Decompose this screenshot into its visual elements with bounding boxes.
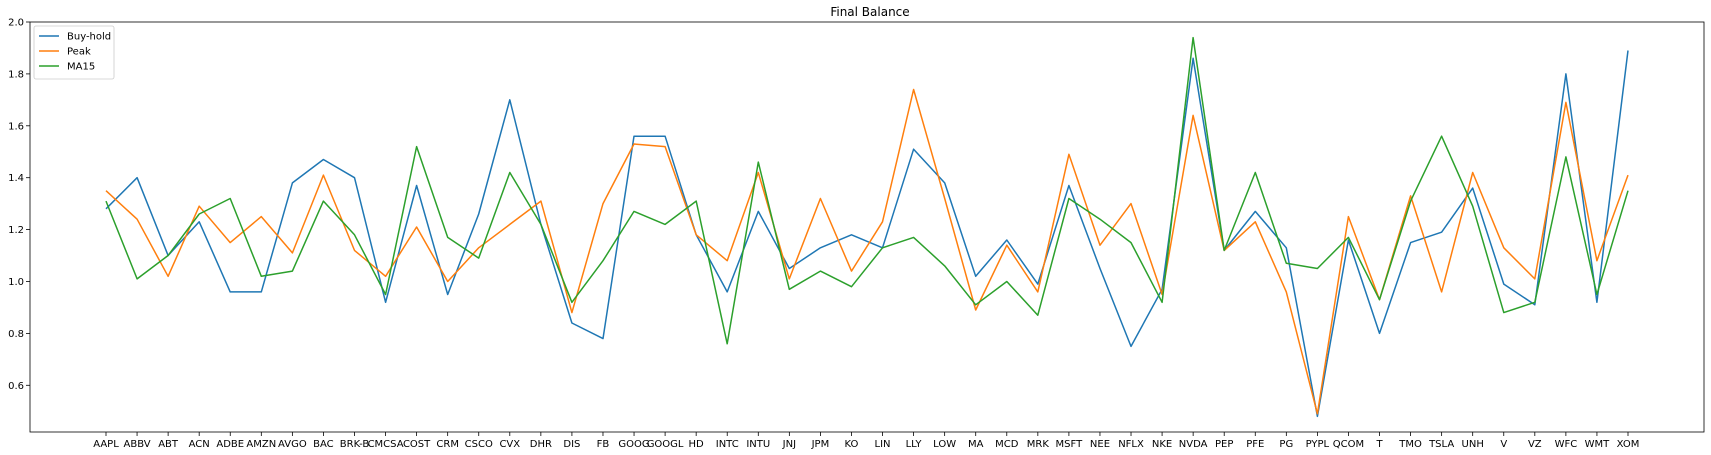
x-tick-label: CVX	[499, 439, 520, 450]
x-tick-label: BRK-B	[340, 439, 370, 450]
x-tick-label: HD	[689, 439, 705, 450]
x-tick-label: JPM	[811, 439, 830, 450]
y-tick-label: 1.6	[8, 121, 24, 132]
x-tick-label: T	[1375, 439, 1383, 450]
x-tick-label: ADBE	[216, 439, 244, 450]
x-tick-label: VZ	[1528, 439, 1542, 450]
legend-label-buy-hold: Buy-hold	[67, 32, 111, 43]
x-tick-label: NEE	[1090, 439, 1110, 450]
x-tick-label: PYPL	[1306, 439, 1330, 450]
x-tick-label: PEP	[1215, 439, 1233, 450]
series-line-ma15	[105, 36, 1629, 345]
x-tick-label: CRM	[436, 439, 459, 450]
x-tick-label: MA	[968, 439, 984, 450]
x-tick-label: JNJ	[782, 439, 796, 450]
x-tick-label: UNH	[1462, 439, 1484, 450]
x-tick-label: V	[1500, 439, 1507, 450]
x-tick-label: WFC	[1555, 439, 1578, 450]
x-tick-label: LOW	[933, 439, 956, 450]
x-tick-label: GOOG	[618, 439, 649, 450]
y-tick-label: 1.2	[8, 225, 24, 236]
x-tick-label: NFLX	[1118, 439, 1144, 450]
y-tick-label: 2.0	[8, 18, 24, 29]
legend: Buy-hold Peak MA15	[33, 25, 115, 80]
legend-label-peak: Peak	[67, 47, 91, 58]
x-tick-label: MSFT	[1056, 439, 1084, 450]
x-tick-label: AVGO	[278, 439, 307, 450]
x-tick-label: DIS	[563, 439, 580, 450]
x-tick-label: AAPL	[93, 439, 119, 450]
x-tick-label: ACN	[189, 439, 210, 450]
x-tick-label: LIN	[875, 439, 891, 450]
y-tick-label: 1.8	[8, 69, 24, 80]
x-tick-label: CSCO	[465, 439, 493, 450]
y-tick-label: 1.0	[8, 277, 24, 288]
y-tick-label: 0.6	[8, 381, 24, 392]
x-tick-label: WMT	[1585, 439, 1611, 450]
x-tick-label: INTC	[716, 439, 739, 450]
x-tick-label: XOM	[1617, 439, 1640, 450]
x-tick-label: NVDA	[1179, 439, 1208, 450]
x-tick-label: PG	[1279, 439, 1293, 450]
plot-area: 0.6 0.8 1.0 1.2 1.4 1.6 1.8 2.0 AAPL ABBV ABT ACN AD…	[8, 18, 1705, 450]
x-tick-label: BAC	[313, 439, 334, 450]
x-tick-label: AMZN	[246, 439, 276, 450]
legend-label-ma15: MA15	[67, 62, 95, 73]
y-tick-label: 0.8	[8, 329, 24, 340]
x-tick-label: ABBV	[124, 439, 151, 450]
x-tick-label: TSLA	[1428, 439, 1454, 450]
x-tick-label: MCD	[995, 439, 1019, 450]
x-tick-label: GOOGL	[647, 439, 684, 450]
x-tick-label: INTU	[746, 439, 770, 450]
x-tick-label: MRK	[1027, 439, 1050, 450]
x-tick-label: NKE	[1152, 439, 1172, 450]
x-tick-label: KO	[845, 439, 859, 450]
x-tick-label: FB	[597, 439, 610, 450]
x-tick-label: CMCSA	[368, 439, 404, 450]
series-line-buy-hold	[105, 50, 1629, 418]
x-tick-label: DHR	[530, 439, 552, 450]
plot-frame	[29, 21, 1705, 433]
x-tick-label: LLY	[906, 439, 923, 450]
x-tick-label: QCOM	[1333, 439, 1364, 450]
x-tick-label: PFE	[1246, 439, 1264, 450]
series-line-peak	[105, 88, 1629, 415]
x-tick-label: TMO	[1398, 439, 1422, 450]
x-tick-label: ABT	[158, 439, 179, 450]
chart-title: Final Balance	[830, 5, 909, 19]
y-tick-label: 1.4	[8, 173, 24, 184]
x-tick-label: COST	[403, 439, 431, 450]
